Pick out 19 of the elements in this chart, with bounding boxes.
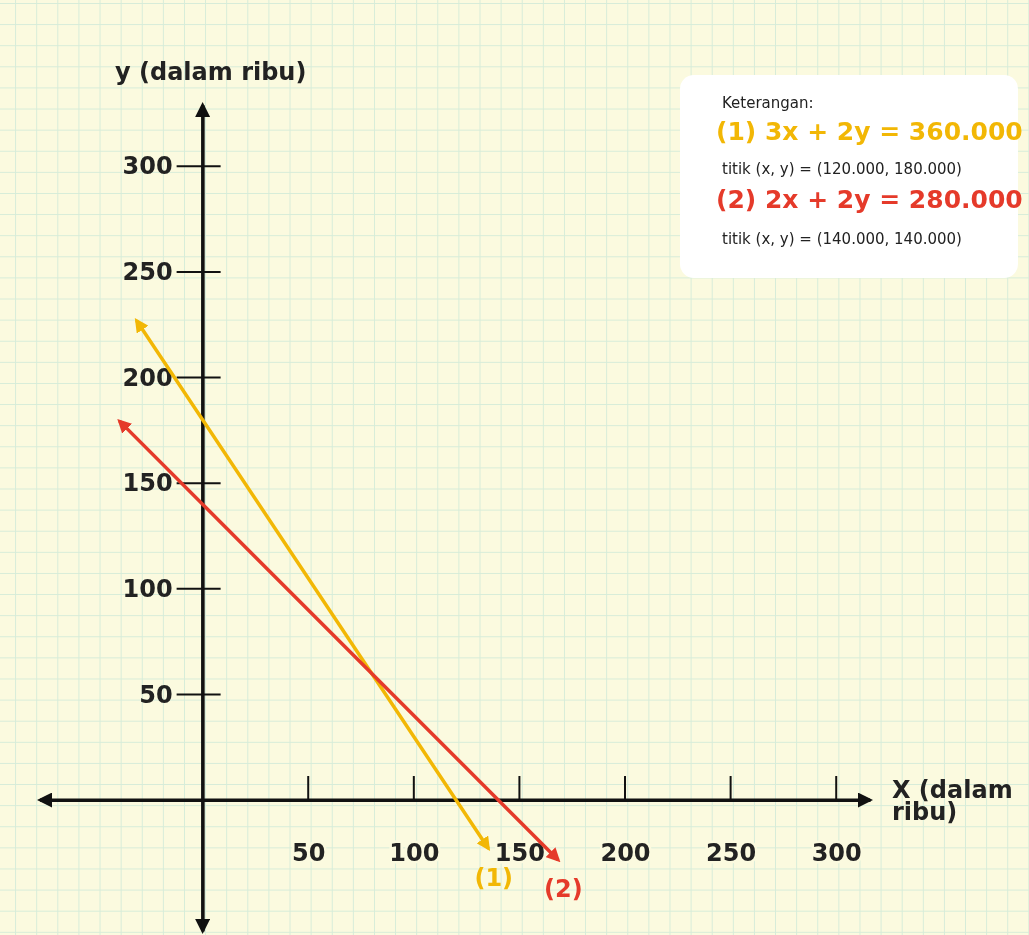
annotation: titik (x, y) = (120.000, 180.000)	[722, 160, 962, 178]
x-tick-label: 300	[811, 839, 862, 868]
y-tick-label: 50	[139, 680, 173, 709]
x-tick-label: 200	[600, 839, 651, 868]
annotation: (2) 2x + 2y = 280.000	[716, 185, 1023, 214]
x-tick-label: 250	[706, 839, 757, 868]
annotation: titik (x, y) = (140.000, 140.000)	[722, 230, 962, 248]
series-label: (2)	[544, 875, 583, 904]
y-tick-label: 250	[122, 258, 173, 287]
annotation: Keterangan:	[722, 94, 814, 112]
annotation: (1) 3x + 2y = 360.000	[716, 117, 1023, 146]
x-tick-label: 50	[292, 839, 326, 868]
y-tick-label: 150	[122, 469, 173, 498]
y-axis-title: y (dalam ribu)	[115, 58, 307, 86]
y-tick-label: 100	[122, 574, 173, 603]
x-axis-title: X (dalam ribu)	[892, 776, 1013, 827]
y-tick-label: 300	[122, 152, 173, 181]
y-tick-label: 200	[122, 363, 173, 392]
x-tick-label: 100	[389, 839, 440, 868]
